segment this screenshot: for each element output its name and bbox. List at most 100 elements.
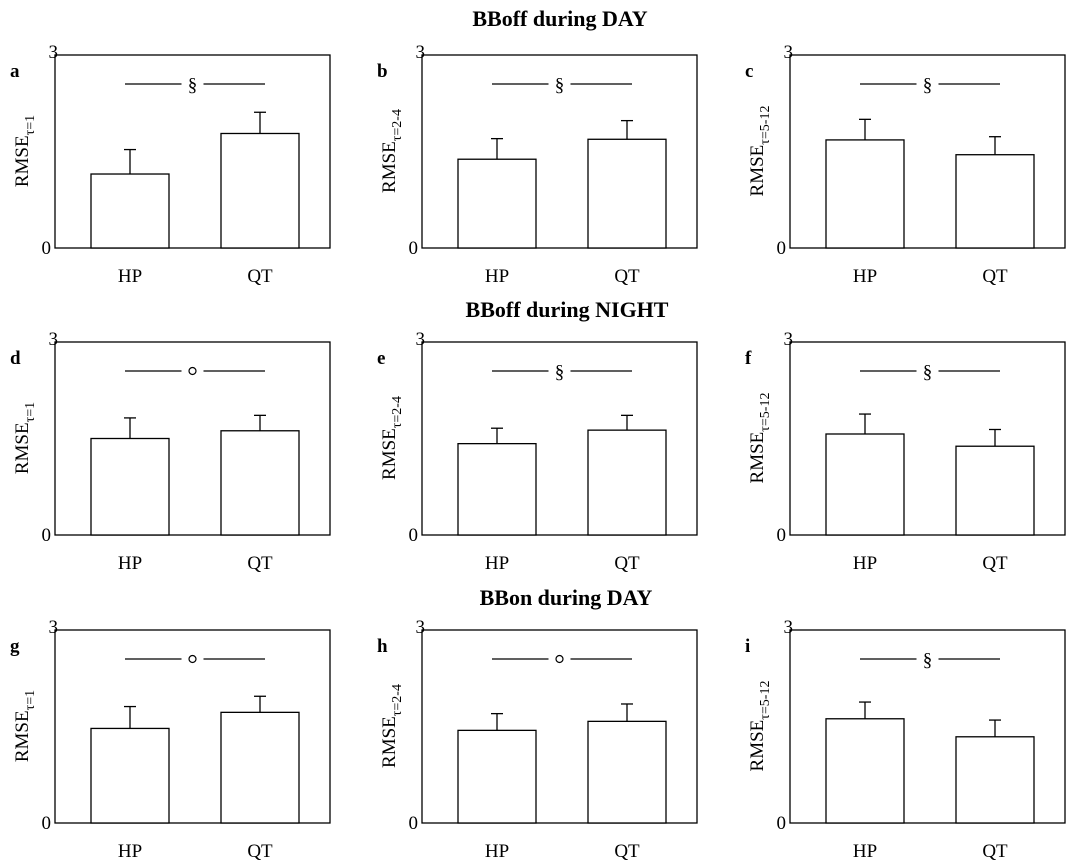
panel-letter: a: [10, 61, 20, 82]
x-tick-label: HP: [485, 266, 509, 287]
panel-c: 0 3 c RMSEτ=5-12 HP QT §: [745, 42, 1066, 287]
bar-hp: [90, 727, 170, 824]
panel-letter: f: [745, 348, 752, 369]
y-tick-label: 3: [49, 329, 59, 350]
panel-letter: h: [377, 636, 388, 657]
plot-frame: [789, 54, 1066, 249]
bar-qt: [220, 711, 300, 824]
panel-letter: d: [10, 348, 21, 369]
y-tick-label: 3: [49, 617, 59, 638]
y-tick-label: 0: [777, 525, 787, 546]
y-tick-label: 3: [784, 329, 794, 350]
y-axis-label: RMSEτ=5-12: [747, 106, 773, 197]
y-tick-label: 0: [42, 813, 52, 834]
y-tick-label: 3: [416, 617, 426, 638]
bar-hp: [825, 433, 905, 536]
significance-marker: §: [923, 362, 933, 383]
bar-qt: [955, 154, 1035, 249]
significance-marker: §: [555, 75, 565, 96]
x-tick-label: QT: [982, 841, 1008, 860]
x-tick-label: HP: [118, 266, 142, 287]
bar-qt: [955, 445, 1035, 536]
plot-frame: [54, 341, 331, 536]
panel-i: 0 3 i RMSEτ=5-12 HP QT §: [745, 617, 1066, 860]
panel-b: 0 3 b RMSEτ=2-4 HP QT §: [377, 42, 698, 287]
x-tick-label: QT: [982, 553, 1008, 574]
bar-hp: [825, 139, 905, 249]
panel-letter: e: [377, 348, 385, 369]
panel-a: 0 3 a RMSEτ=1 HP QT §: [10, 42, 331, 287]
bar-hp: [457, 729, 537, 824]
x-tick-label: QT: [614, 841, 640, 860]
y-axis-label: RMSEτ=1: [12, 115, 38, 187]
x-tick-label: HP: [853, 553, 877, 574]
plot-frame: [421, 629, 698, 824]
x-tick-label: HP: [853, 266, 877, 287]
panel-letter: i: [745, 636, 750, 657]
significance-marker: [555, 654, 564, 664]
panel-h: 0 3 h RMSEτ=2-4 HP QT: [377, 617, 698, 860]
y-axis-label: RMSEτ=2-4: [379, 109, 405, 193]
y-tick-label: 3: [49, 42, 59, 63]
plot-frame: [421, 54, 698, 249]
y-tick-label: 3: [416, 42, 426, 63]
panel-e: 0 3 e RMSEτ=2-4 HP QT §: [377, 329, 698, 574]
section-title-bbon-day: BBon during DAY: [480, 585, 653, 610]
y-tick-label: 3: [784, 617, 794, 638]
significance-marker: §: [555, 362, 565, 383]
bar-qt: [587, 429, 667, 536]
x-tick-label: QT: [614, 266, 640, 287]
y-tick-label: 0: [42, 238, 52, 259]
x-tick-label: HP: [118, 553, 142, 574]
y-tick-label: 0: [777, 238, 787, 259]
panel-letter: b: [377, 61, 388, 82]
x-tick-label: QT: [247, 553, 273, 574]
x-tick-label: QT: [247, 841, 273, 860]
panel-f: 0 3 f RMSEτ=5-12 HP QT §: [745, 329, 1066, 574]
y-axis-label: RMSEτ=5-12: [747, 393, 773, 484]
plot-frame: [789, 341, 1066, 536]
x-tick-label: QT: [247, 266, 273, 287]
y-tick-label: 0: [777, 813, 787, 834]
x-tick-label: HP: [853, 841, 877, 860]
y-tick-label: 0: [409, 813, 419, 834]
x-tick-label: QT: [614, 553, 640, 574]
x-tick-label: HP: [485, 553, 509, 574]
y-axis-label: RMSEτ=2-4: [379, 396, 405, 480]
y-tick-label: 3: [416, 329, 426, 350]
plot-frame: [421, 341, 698, 536]
bar-qt: [220, 430, 300, 536]
significance-marker: §: [188, 75, 198, 96]
significance-marker: §: [923, 75, 933, 96]
plot-frame: [54, 629, 331, 824]
significance-marker: [188, 366, 197, 376]
x-tick-label: QT: [982, 266, 1008, 287]
y-tick-label: 3: [784, 42, 794, 63]
bar-qt: [587, 138, 667, 249]
panels-group: 0 3 a RMSEτ=1 HP QT § 0 3 b RMSEτ=2-4 HP QT § 0 3 c RMSEτ…: [10, 42, 1066, 860]
bar-qt: [220, 132, 300, 249]
x-tick-label: HP: [118, 841, 142, 860]
bar-hp: [90, 437, 170, 536]
y-axis-label: RMSEτ=1: [12, 402, 38, 474]
bar-qt: [955, 736, 1035, 824]
significance-marker: [188, 654, 197, 664]
y-axis-label: RMSEτ=1: [12, 690, 38, 762]
panel-d: 0 3 d RMSEτ=1 HP QT: [10, 329, 331, 574]
panel-letter: c: [745, 61, 753, 82]
y-axis-label: RMSEτ=5-12: [747, 681, 773, 772]
bar-hp: [90, 173, 170, 249]
section-title-bboff-day: BBoff during DAY: [472, 6, 647, 31]
panel-g: 0 3 g RMSEτ=1 HP QT: [10, 617, 331, 860]
section-title-bboff-night: BBoff during NIGHT: [466, 297, 669, 322]
panel-letter: g: [10, 636, 20, 657]
bar-qt: [587, 720, 667, 824]
y-tick-label: 0: [42, 525, 52, 546]
plot-frame: [789, 629, 1066, 824]
y-tick-label: 0: [409, 238, 419, 259]
y-axis-label: RMSEτ=2-4: [379, 684, 405, 768]
y-tick-label: 0: [409, 525, 419, 546]
significance-marker: §: [923, 650, 933, 671]
bar-hp: [457, 158, 537, 249]
